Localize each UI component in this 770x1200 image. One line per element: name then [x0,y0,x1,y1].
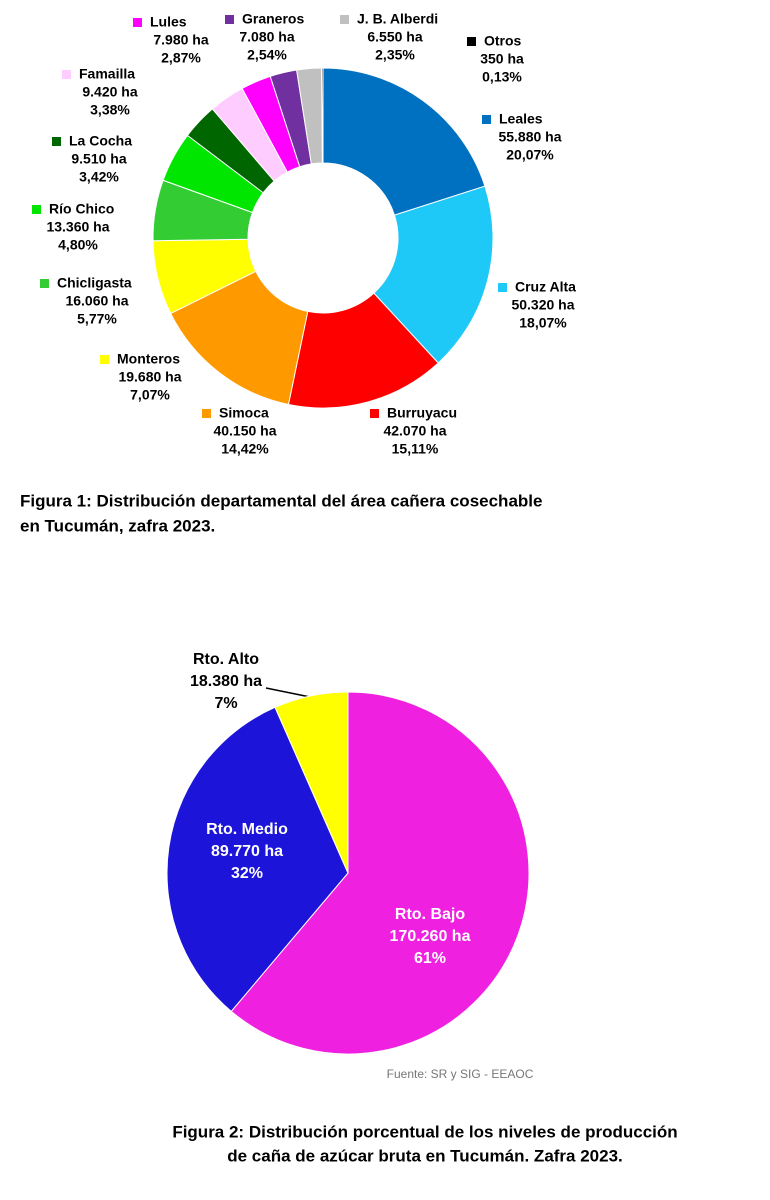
slice-value: 9.420 ha [82,84,137,100]
slice-percent: 7% [214,695,237,712]
slice-name: Otros [484,33,522,49]
slice-percent: 2,54% [247,47,287,63]
legend-swatch [340,15,349,24]
legend-swatch [133,18,142,27]
slice-name: Burruyacu [387,405,457,421]
slice-value: 170.260 ha [390,928,471,945]
slice [287,292,439,409]
slice-name: Rto. Bajo [395,906,465,923]
slice-name: Rto. Alto [193,651,259,668]
slice-value: 16.060 ha [65,293,128,309]
slice-name: Río Chico [49,201,114,217]
slice-name: Chicligasta [57,275,132,291]
slice-percent: 20,07% [506,147,554,163]
slice-name: Leales [499,111,543,127]
slice-value: 89.770 ha [211,843,283,860]
slice-value: 19.680 ha [118,369,181,385]
slice-name: Graneros [242,11,304,27]
legend-swatch [202,409,211,418]
slice [373,185,494,364]
slice-percent: 0,13% [482,69,522,85]
slice-value: 13.360 ha [46,219,109,235]
legend-swatch [498,283,507,292]
slice-value: 42.070 ha [383,423,446,439]
slice-percent: 5,77% [77,311,117,327]
slice [274,691,349,874]
slice-name: La Cocha [69,133,132,149]
slice-value: 9.510 ha [71,151,126,167]
slice-name: Simoca [219,405,269,421]
slice-percent: 2,35% [375,47,415,63]
slice-value: 18.380 ha [190,673,262,690]
legend-swatch [482,115,491,124]
slice-name: Rto. Medio [206,821,288,838]
legend-swatch [62,70,71,79]
legend-swatch [40,279,49,288]
slice-percent: 7,07% [130,387,170,403]
slice-value: 55.880 ha [498,129,561,145]
slice [321,67,324,164]
source: Fuente: SR y SIG - EEAOC [387,1067,534,1081]
legend-swatch [32,205,41,214]
slice-percent: 3,38% [90,102,130,118]
slice-name: Cruz Alta [515,279,576,295]
slice-percent: 4,80% [58,237,98,253]
legend-swatch [225,15,234,24]
caption-1-line-1: Figura 1: Distribución departamental del… [20,491,542,510]
legend-swatch [100,355,109,364]
slice [322,67,486,216]
slice-name: Famailla [79,66,135,82]
slice-percent: 2,87% [161,50,201,66]
slice-name: Monteros [117,351,180,367]
slice [166,706,349,1013]
slice-value: 6.550 ha [367,29,422,45]
slice-value: 7.980 ha [153,32,208,48]
slice-percent: 61% [414,950,446,967]
legend-swatch [370,409,379,418]
legend-swatch [52,137,61,146]
caption-2-line-1: Figura 2: Distribución porcentual de los… [172,1122,677,1141]
legend-swatch [467,37,476,46]
slice-percent: 18,07% [519,315,567,331]
slice-percent: 3,42% [79,169,119,185]
slice-value: 350 ha [480,51,524,67]
slice-percent: 14,42% [221,441,269,457]
slice [170,270,309,406]
slice [230,691,530,1055]
slice-value: 40.150 ha [213,423,276,439]
slice-percent: 15,11% [392,441,439,457]
slice-name: J. B. Alberdi [357,11,438,27]
slice-name: Lules [150,14,187,30]
caption-2-line-2: de caña de azúcar bruta en Tucumán. Zafr… [227,1146,623,1165]
slice-value: 7.080 ha [239,29,294,45]
slice-value: 50.320 ha [511,297,574,313]
caption-1-line-2: en Tucumán, zafra 2023. [20,516,215,535]
slice-percent: 32% [231,865,263,882]
